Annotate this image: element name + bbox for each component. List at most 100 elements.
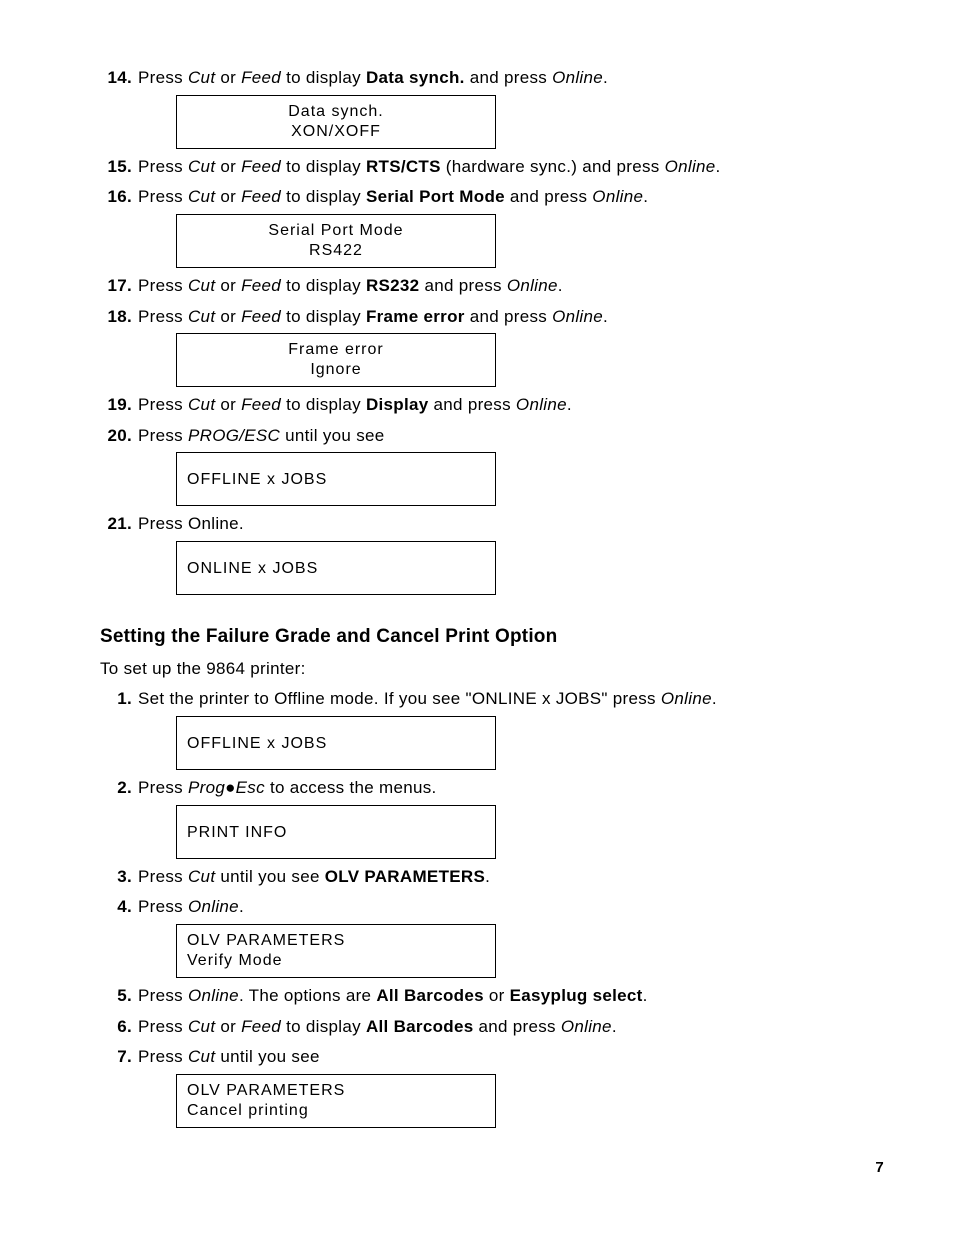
- lcd-box: Frame error Ignore: [176, 333, 496, 387]
- s2-step-7: 7. Press Cut until you see: [100, 1045, 874, 1070]
- t: to display: [281, 157, 366, 176]
- page-number: 7: [875, 1157, 884, 1179]
- step-number: 3.: [100, 865, 138, 890]
- lcd-line1: Frame error: [187, 340, 485, 360]
- t: Press: [138, 395, 188, 414]
- t: to display: [281, 68, 366, 87]
- lcd-line2: Cancel printing: [187, 1101, 485, 1121]
- t: or: [484, 986, 510, 1005]
- step-text: Press Cut until you see OLV PARAMETERS.: [138, 865, 874, 890]
- lcd-line2: Ignore: [187, 360, 485, 380]
- b: Data synch.: [366, 68, 465, 87]
- t: Press: [138, 307, 188, 326]
- lcd-box: PRINT INFO: [176, 805, 496, 859]
- t: Set the printer to Offline mode. If you …: [138, 689, 661, 708]
- t: Press: [138, 157, 188, 176]
- step-text: Press Cut or Feed to display Display and…: [138, 393, 874, 418]
- t: .: [239, 897, 244, 916]
- lcd-line2: RS422: [187, 241, 485, 261]
- step-16: 16. Press Cut or Feed to display Serial …: [100, 185, 874, 210]
- t: and press: [429, 395, 516, 414]
- section-intro: To set up the 9864 printer:: [100, 657, 874, 682]
- t: to display: [281, 276, 366, 295]
- t: Press: [138, 897, 188, 916]
- t: to display: [281, 395, 366, 414]
- t: or: [215, 395, 241, 414]
- step-20: 20. Press PROG/ESC until you see: [100, 424, 874, 449]
- t: to display: [281, 1017, 366, 1036]
- i: Online: [507, 276, 558, 295]
- step-text: Press Online.: [138, 512, 874, 537]
- step-number: 18.: [100, 305, 138, 330]
- lcd-box: OLV PARAMETERS Verify Mode: [176, 924, 496, 978]
- t: .: [716, 157, 721, 176]
- display-box-21: ONLINE x JOBS: [176, 541, 874, 595]
- b: OLV PARAMETERS: [325, 867, 485, 886]
- b: Serial Port Mode: [366, 187, 505, 206]
- step-14: 14. Press Cut or Feed to display Data sy…: [100, 66, 874, 91]
- t: Press: [138, 986, 188, 1005]
- step-number: 2.: [100, 776, 138, 801]
- i: Online: [665, 157, 716, 176]
- step-21: 21. Press Online.: [100, 512, 874, 537]
- i: Cut: [188, 68, 215, 87]
- lcd-box: OLV PARAMETERS Cancel printing: [176, 1074, 496, 1128]
- display-box-16: Serial Port Mode RS422: [176, 214, 874, 268]
- bullet-icon: ●: [225, 778, 236, 797]
- step-text: Press Online. The options are All Barcod…: [138, 984, 874, 1009]
- t: to access the menus.: [265, 778, 437, 797]
- t: or: [215, 307, 241, 326]
- t: .: [485, 867, 490, 886]
- i: Cut: [188, 276, 215, 295]
- t: Press: [138, 426, 188, 445]
- step-18: 18. Press Cut or Feed to display Frame e…: [100, 305, 874, 330]
- step-text: Press Cut or Feed to display RTS/CTS (ha…: [138, 155, 874, 180]
- display-box-18: Frame error Ignore: [176, 333, 874, 387]
- i: Feed: [241, 307, 281, 326]
- t: or: [215, 1017, 241, 1036]
- step-text: Press PROG/ESC until you see: [138, 424, 874, 449]
- s2-step-2: 2. Press Prog●Esc to access the menus.: [100, 776, 874, 801]
- i: Feed: [241, 157, 281, 176]
- b: RS232: [366, 276, 419, 295]
- step-number: 1.: [100, 687, 138, 712]
- i: Feed: [241, 276, 281, 295]
- b: Frame error: [366, 307, 465, 326]
- step-number: 6.: [100, 1015, 138, 1040]
- i: Cut: [188, 1017, 215, 1036]
- display-box-s2: PRINT INFO: [176, 805, 874, 859]
- lcd-box: OFFLINE x JOBS: [176, 716, 496, 770]
- i: Feed: [241, 68, 281, 87]
- i: Online: [552, 68, 603, 87]
- step-15: 15. Press Cut or Feed to display RTS/CTS…: [100, 155, 874, 180]
- i: Online: [188, 897, 239, 916]
- t: Press: [138, 867, 188, 886]
- t: .: [643, 187, 648, 206]
- t: .: [558, 276, 563, 295]
- i: Online: [592, 187, 643, 206]
- i: Prog: [188, 778, 225, 797]
- t: until you see: [215, 867, 324, 886]
- i: Online: [516, 395, 567, 414]
- display-box-14: Data synch. XON/XOFF: [176, 95, 874, 149]
- step-number: 21.: [100, 512, 138, 537]
- t: and press: [465, 307, 552, 326]
- step-number: 15.: [100, 155, 138, 180]
- t: Press: [138, 68, 188, 87]
- lcd-line1: ONLINE x JOBS: [187, 559, 485, 579]
- s2-step-3: 3. Press Cut until you see OLV PARAMETER…: [100, 865, 874, 890]
- lcd-box: OFFLINE x JOBS: [176, 452, 496, 506]
- lcd-line1: Serial Port Mode: [187, 221, 485, 241]
- t: Press: [138, 1017, 188, 1036]
- lcd-box: Data synch. XON/XOFF: [176, 95, 496, 149]
- step-number: 20.: [100, 424, 138, 449]
- t: Press: [138, 187, 188, 206]
- lcd-box: ONLINE x JOBS: [176, 541, 496, 595]
- step-text: Press Online.: [138, 895, 874, 920]
- i: PROG/ESC: [188, 426, 280, 445]
- i: Feed: [241, 187, 281, 206]
- step-17: 17. Press Cut or Feed to display RS232 a…: [100, 274, 874, 299]
- t: Press Online.: [138, 514, 244, 533]
- lcd-line1: OLV PARAMETERS: [187, 1081, 485, 1101]
- t: or: [215, 187, 241, 206]
